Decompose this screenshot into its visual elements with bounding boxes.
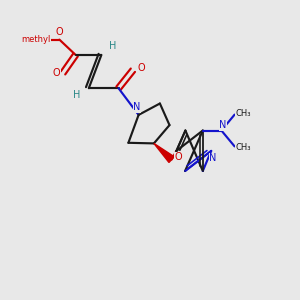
Text: N: N [219,120,226,130]
Text: O: O [174,152,182,162]
Text: methyl: methyl [21,35,51,44]
Text: H: H [73,90,80,100]
Text: CH₃: CH₃ [235,109,251,118]
Polygon shape [154,143,174,163]
Text: N: N [134,102,141,112]
Text: CH₃: CH₃ [235,143,251,152]
Text: O: O [52,68,60,78]
Text: O: O [137,63,145,73]
Text: N: N [209,153,216,164]
Text: O: O [56,27,63,37]
Text: H: H [109,41,116,51]
